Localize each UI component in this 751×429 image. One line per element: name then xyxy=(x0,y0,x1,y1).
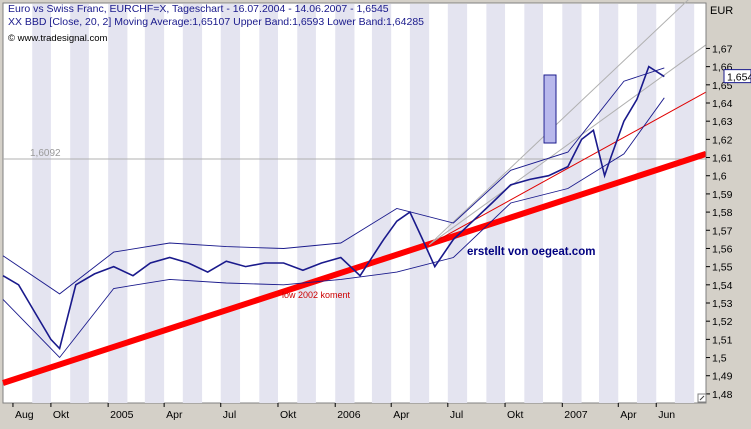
x-tick-label: 2006 xyxy=(337,409,361,421)
y-tick-label: 1,58 xyxy=(712,207,733,219)
month-stripe xyxy=(524,4,544,403)
x-axis: Aug Okt 2005 Apr Jul Okt 2006 Apr Jul Okt 2007 Apr J… xyxy=(12,403,675,421)
y-tick-label: 1,56 xyxy=(712,243,733,255)
x-tick-label: Okt xyxy=(280,409,296,421)
x-tick-label: Aug xyxy=(15,409,34,421)
y-tick-label: 1,59 xyxy=(712,189,733,201)
price-line xyxy=(2,65,665,351)
y-tick-label: 1,52 xyxy=(712,316,733,328)
month-stripe xyxy=(182,4,203,403)
resize-grip-icon[interactable] xyxy=(697,393,707,403)
y-tick-label: 1,57 xyxy=(712,225,733,237)
x-tick-label: 2005 xyxy=(110,409,134,421)
x-tick-label: Apr xyxy=(393,409,410,421)
support-trendline xyxy=(2,151,707,386)
last-value-box xyxy=(723,69,751,84)
month-stripe xyxy=(636,4,657,403)
y-tick-label: 1,63 xyxy=(712,116,733,128)
channel-trendline xyxy=(428,0,689,246)
copyright: © www.tradesignal.com xyxy=(8,33,107,44)
y-tick-label: 1,62 xyxy=(712,134,733,146)
month-stripe xyxy=(220,4,241,403)
y-tick-label: 1,5 xyxy=(712,353,727,365)
month-stripe xyxy=(335,4,355,403)
month-stripe xyxy=(562,4,582,403)
y-tick-label: 1,48 xyxy=(712,389,733,401)
month-stripe xyxy=(70,4,89,403)
month-stripe xyxy=(32,4,51,403)
y-tick-label: 1,49 xyxy=(712,371,733,383)
y-tick-label: 1,67 xyxy=(712,43,733,55)
month-stripe xyxy=(486,4,506,403)
month-stripe xyxy=(598,4,619,403)
channel-trendline xyxy=(428,44,707,246)
month-stripe xyxy=(409,4,430,403)
x-tick-label: Jul xyxy=(450,409,463,421)
y-axis: 1,48 1,49 1,5 1,51 1,52 1,53 1,54 1,55 1,56 1,57 1… xyxy=(706,43,733,401)
upper-band-line xyxy=(2,67,665,295)
x-tick-label: Apr xyxy=(166,409,183,421)
y-tick-label: 1,54 xyxy=(712,280,733,292)
y-tick-label: 1,6 xyxy=(712,171,727,183)
month-stripe xyxy=(144,4,165,403)
x-tick-label: Jun xyxy=(658,409,675,421)
x-tick-label: 2007 xyxy=(564,409,588,421)
month-stripe xyxy=(259,4,278,403)
last-value-label: 1,6545 xyxy=(727,72,751,84)
chart-title: Euro vs Swiss Franc, EURCHF=X, Tageschar… xyxy=(8,3,389,15)
y-tick-label: 1,61 xyxy=(712,153,733,165)
month-stripe xyxy=(674,4,695,403)
watermark: erstellt von oegeat.com xyxy=(467,246,595,258)
y-tick-label: 1,64 xyxy=(712,98,733,110)
y-tick-label: 1,51 xyxy=(712,334,733,346)
month-stripes xyxy=(32,4,695,403)
x-tick-label: Okt xyxy=(507,409,523,421)
y-tick-label: 1,53 xyxy=(712,298,733,310)
x-tick-label: Jul xyxy=(223,409,236,421)
month-stripe xyxy=(108,4,128,403)
last-value-tag: 1,6545 xyxy=(723,69,751,84)
series xyxy=(2,65,665,359)
x-tick-label: Okt xyxy=(53,409,69,421)
y-axis-label: EUR xyxy=(710,5,733,17)
month-stripe xyxy=(371,4,392,403)
y-tick-label: 1,55 xyxy=(712,262,733,274)
month-stripe xyxy=(297,4,316,403)
trend-note: low 2002 koment xyxy=(282,290,351,300)
forecast-marker xyxy=(543,74,557,144)
indicator-legend: XX BBD [Close, 20, 2] Moving Average:1,6… xyxy=(8,16,424,28)
reference-label: 1,6092 xyxy=(30,148,61,159)
lower-band-line xyxy=(2,97,665,359)
x-tick-label: Apr xyxy=(620,409,637,421)
month-stripe xyxy=(447,4,468,403)
